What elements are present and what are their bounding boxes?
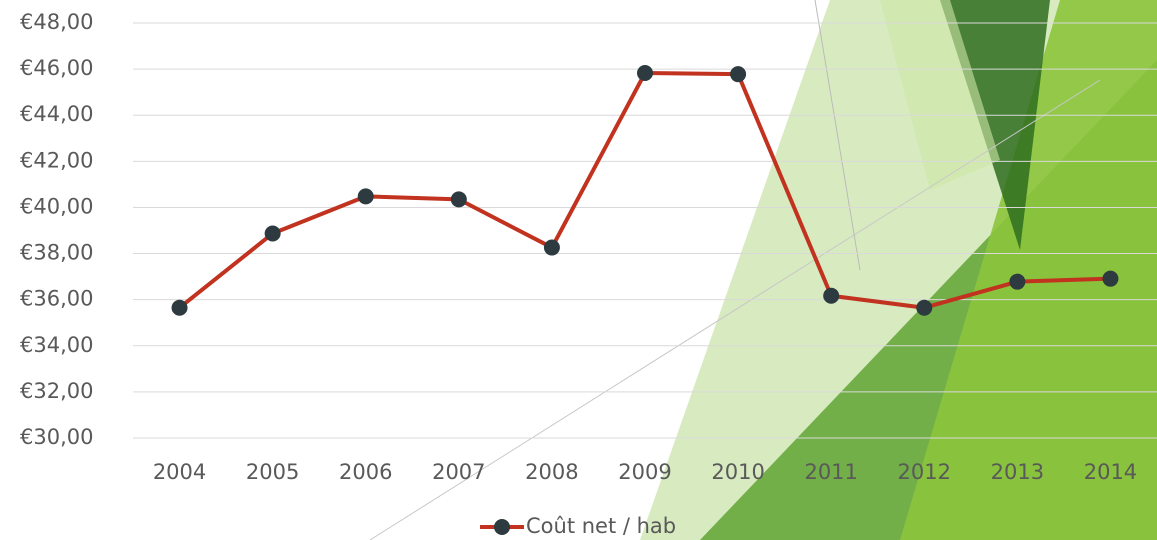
legend-label: Coût net / hab (526, 514, 676, 538)
data-point (637, 65, 653, 82)
y-tick-label: €42,00 (20, 148, 93, 172)
deco-shape (900, 0, 1157, 540)
y-tick-label: €46,00 (20, 56, 93, 80)
x-tick-label: 2009 (618, 460, 671, 484)
x-tick-label: 2010 (711, 460, 764, 484)
data-point (171, 299, 188, 316)
y-tick-label: €44,00 (20, 102, 93, 126)
y-tick-label: €30,00 (20, 425, 93, 449)
x-tick-label: 2008 (525, 460, 578, 484)
data-point (1102, 270, 1119, 287)
data-point (823, 287, 840, 304)
y-tick-label: €32,00 (20, 379, 93, 403)
data-point (1009, 273, 1026, 290)
x-tick-label: 2006 (339, 460, 392, 484)
data-point (264, 225, 281, 242)
x-tick-label: 2004 (153, 460, 206, 484)
legend-marker (494, 519, 510, 535)
x-tick-label: 2012 (898, 460, 951, 484)
data-point (357, 188, 374, 205)
data-point (543, 239, 560, 256)
background-decoration (369, 0, 1157, 540)
x-tick-label: 2014 (1084, 460, 1137, 484)
x-tick-label: 2005 (246, 460, 299, 484)
data-point (450, 191, 467, 208)
deco-line (814, 0, 861, 271)
data-point (730, 66, 747, 83)
deco-shape (880, 0, 1000, 190)
data-point (916, 299, 933, 316)
y-tick-label: €36,00 (20, 287, 93, 311)
plot-area: €30,00 €32,00 €34,00 €36,00 €38,00 €40,00 €42,… (20, 10, 1157, 538)
y-tick-label: €34,00 (20, 333, 93, 357)
deco-line (369, 79, 1101, 540)
y-tick-label: €38,00 (20, 241, 93, 265)
y-tick-label: €40,00 (20, 194, 93, 218)
y-tick-label: €48,00 (20, 10, 93, 34)
x-tick-label: 2011 (804, 460, 857, 484)
x-tick-label: 2013 (991, 460, 1044, 484)
x-tick-label: 2007 (432, 460, 485, 484)
